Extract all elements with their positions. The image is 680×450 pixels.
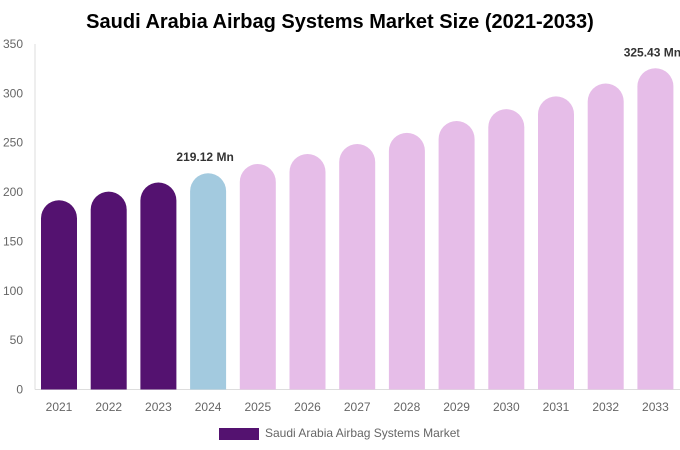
legend-swatch xyxy=(219,428,259,440)
x-tick-label: 2031 xyxy=(543,400,570,414)
bar-2023[interactable] xyxy=(140,182,177,390)
bar-2021[interactable] xyxy=(41,200,77,390)
bar-2027[interactable] xyxy=(339,143,376,390)
data-label: 325.43 Mn xyxy=(624,45,680,59)
x-tick-label: 2023 xyxy=(145,400,172,414)
x-tick-label: 2022 xyxy=(95,400,122,414)
x-tick-label: 2026 xyxy=(294,400,321,414)
x-tick-label: 2029 xyxy=(443,400,470,414)
bar-2028[interactable] xyxy=(388,132,425,390)
bar-2031[interactable] xyxy=(538,96,574,390)
bar-2026[interactable] xyxy=(289,153,326,390)
bar-2025[interactable] xyxy=(239,163,276,390)
chart-title: Saudi Arabia Airbag Systems Market Size … xyxy=(86,11,594,33)
y-tick-label: 0 xyxy=(16,383,23,397)
y-tick-label: 300 xyxy=(3,86,23,100)
y-tick-label: 250 xyxy=(3,136,23,150)
data-label: 219.12 Mn xyxy=(176,150,233,164)
bar-2024[interactable] xyxy=(190,173,227,390)
x-tick-label: 2032 xyxy=(592,400,619,414)
bar-2029[interactable] xyxy=(438,120,475,390)
x-tick-label: 2033 xyxy=(642,400,669,414)
y-tick-label: 200 xyxy=(3,185,23,199)
x-tick-label: 2028 xyxy=(394,400,421,414)
x-tick-label: 2024 xyxy=(195,400,222,414)
x-tick-label: 2027 xyxy=(344,400,371,414)
bar-2022[interactable] xyxy=(90,191,127,390)
x-tick-label: 2030 xyxy=(493,400,520,414)
y-tick-label: 50 xyxy=(10,333,24,347)
bar-2032[interactable] xyxy=(587,83,624,390)
y-tick-label: 150 xyxy=(3,234,23,248)
y-tick-label: 350 xyxy=(3,37,23,51)
y-tick-label: 100 xyxy=(3,284,23,298)
x-tick-label: 2025 xyxy=(244,400,271,414)
bar-2033[interactable] xyxy=(637,68,674,390)
legend-label[interactable]: Saudi Arabia Airbag Systems Market xyxy=(265,426,460,440)
bar-2030[interactable] xyxy=(488,109,525,390)
x-tick-label: 2021 xyxy=(46,400,73,414)
